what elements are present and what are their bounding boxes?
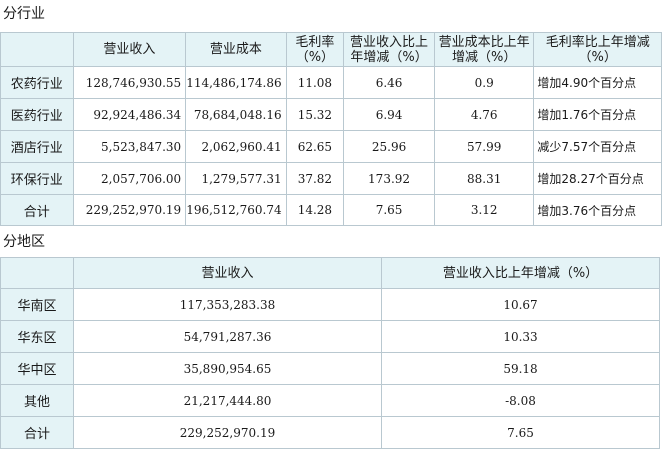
region-row-label: 华东区: [0, 320, 74, 353]
industry-header-revenue-change: 营业收入比上年增减（%）: [343, 32, 435, 67]
industry-cost-change-cell: 0.9: [433, 66, 535, 99]
industry-cost-change-cell: 57.99: [433, 130, 535, 163]
industry-margin-change-cell: 增加3.76个百分点: [533, 194, 662, 226]
industry-row-label: 农药行业: [0, 66, 74, 99]
industry-margin-cell: 11.08: [285, 66, 345, 99]
table-row: 合计 229,252,970.19 196,512,760.74 14.28 7…: [0, 194, 662, 226]
region-revenue-change-cell: 59.18: [381, 352, 660, 385]
table-row: 医药行业 92,924,486.34 78,684,048.16 15.32 6…: [0, 98, 662, 131]
region-section-title: 分地区: [0, 230, 662, 258]
industry-margin-cell: 62.65: [285, 130, 345, 163]
industry-margin-cell: 14.28: [285, 194, 345, 226]
region-header-corner: [0, 257, 74, 289]
region-header-revenue: 营业收入: [73, 257, 382, 289]
industry-header-gross-margin: 毛利率（%）: [285, 32, 345, 67]
table-row: 华中区 35,890,954.65 59.18: [0, 352, 660, 385]
industry-revenue-change-cell: 6.94: [343, 98, 435, 131]
industry-header-corner: [0, 32, 74, 67]
industry-margin-cell: 15.32: [285, 98, 345, 131]
industry-margin-change-cell: 增加1.76个百分点: [533, 98, 662, 131]
industry-margin-cell: 37.82: [285, 162, 345, 195]
region-row-label: 其他: [0, 384, 74, 417]
table-row: 环保行业 2,057,706.00 1,279,577.31 37.82 173…: [0, 162, 662, 195]
table-row: 酒店行业 5,523,847.30 2,062,960.41 62.65 25.…: [0, 130, 662, 163]
industry-revenue-change-cell: 6.46: [343, 66, 435, 99]
region-row-label: 合计: [0, 416, 74, 449]
industry-revenue-cell: 92,924,486.34: [72, 98, 187, 131]
industry-cost-cell: 78,684,048.16: [185, 98, 287, 131]
industry-header-margin-change: 毛利率比上年增减（%）: [533, 32, 662, 67]
region-revenue-change-cell: 10.33: [381, 320, 660, 353]
industry-margin-change-cell: 增加4.90个百分点: [533, 66, 662, 99]
industry-cost-cell: 196,512,760.74: [185, 194, 287, 226]
industry-table: 营业收入 营业成本 毛利率（%） 营业收入比上年增减（%） 营业成本比上年增减（…: [0, 32, 662, 226]
industry-row-label: 酒店行业: [0, 130, 74, 163]
industry-revenue-change-cell: 173.92: [343, 162, 435, 195]
region-revenue-cell: 229,252,970.19: [73, 416, 382, 449]
region-revenue-change-cell: -8.08: [381, 384, 660, 417]
industry-header-revenue: 营业收入: [72, 32, 187, 67]
industry-cost-change-cell: 4.76: [433, 98, 535, 131]
region-revenue-change-cell: 10.67: [381, 288, 660, 321]
region-row-label: 华中区: [0, 352, 74, 385]
industry-revenue-cell: 5,523,847.30: [72, 130, 187, 163]
industry-header-row: 营业收入 营业成本 毛利率（%） 营业收入比上年增减（%） 营业成本比上年增减（…: [0, 32, 662, 67]
industry-margin-change-cell: 增加28.27个百分点: [533, 162, 662, 195]
table-row: 合计 229,252,970.19 7.65: [0, 416, 660, 449]
industry-row-label: 环保行业: [0, 162, 74, 195]
region-header-row: 营业收入 营业收入比上年增减（%）: [0, 257, 660, 289]
region-header-revenue-change: 营业收入比上年增减（%）: [381, 257, 660, 289]
industry-cost-cell: 1,279,577.31: [185, 162, 287, 195]
region-revenue-change-cell: 7.65: [381, 416, 660, 449]
table-row: 华南区 117,353,283.38 10.67: [0, 288, 660, 321]
industry-row-label: 医药行业: [0, 98, 74, 131]
industry-revenue-cell: 2,057,706.00: [72, 162, 187, 195]
industry-cost-cell: 114,486,174.86: [185, 66, 287, 99]
table-row: 华东区 54,791,287.36 10.33: [0, 320, 660, 353]
industry-cost-cell: 2,062,960.41: [185, 130, 287, 163]
region-revenue-cell: 54,791,287.36: [73, 320, 382, 353]
industry-revenue-change-cell: 7.65: [343, 194, 435, 226]
industry-header-cost-change: 营业成本比上年增减（%）: [433, 32, 535, 67]
table-row: 其他 21,217,444.80 -8.08: [0, 384, 660, 417]
industry-cost-change-cell: 3.12: [433, 194, 535, 226]
industry-revenue-change-cell: 25.96: [343, 130, 435, 163]
region-row-label: 华南区: [0, 288, 74, 321]
industry-revenue-cell: 229,252,970.19: [72, 194, 187, 226]
region-table: 营业收入 营业收入比上年增减（%） 华南区 117,353,283.38 10.…: [0, 257, 660, 449]
region-revenue-cell: 35,890,954.65: [73, 352, 382, 385]
industry-header-cost: 营业成本: [185, 32, 287, 67]
region-revenue-cell: 21,217,444.80: [73, 384, 382, 417]
industry-section-title: 分行业: [0, 2, 662, 30]
region-revenue-cell: 117,353,283.38: [73, 288, 382, 321]
industry-revenue-cell: 128,746,930.55: [72, 66, 187, 99]
table-row: 农药行业 128,746,930.55 114,486,174.86 11.08…: [0, 66, 662, 99]
industry-margin-change-cell: 减少7.57个百分点: [533, 130, 662, 163]
industry-cost-change-cell: 88.31: [433, 162, 535, 195]
industry-row-label: 合计: [0, 194, 74, 226]
